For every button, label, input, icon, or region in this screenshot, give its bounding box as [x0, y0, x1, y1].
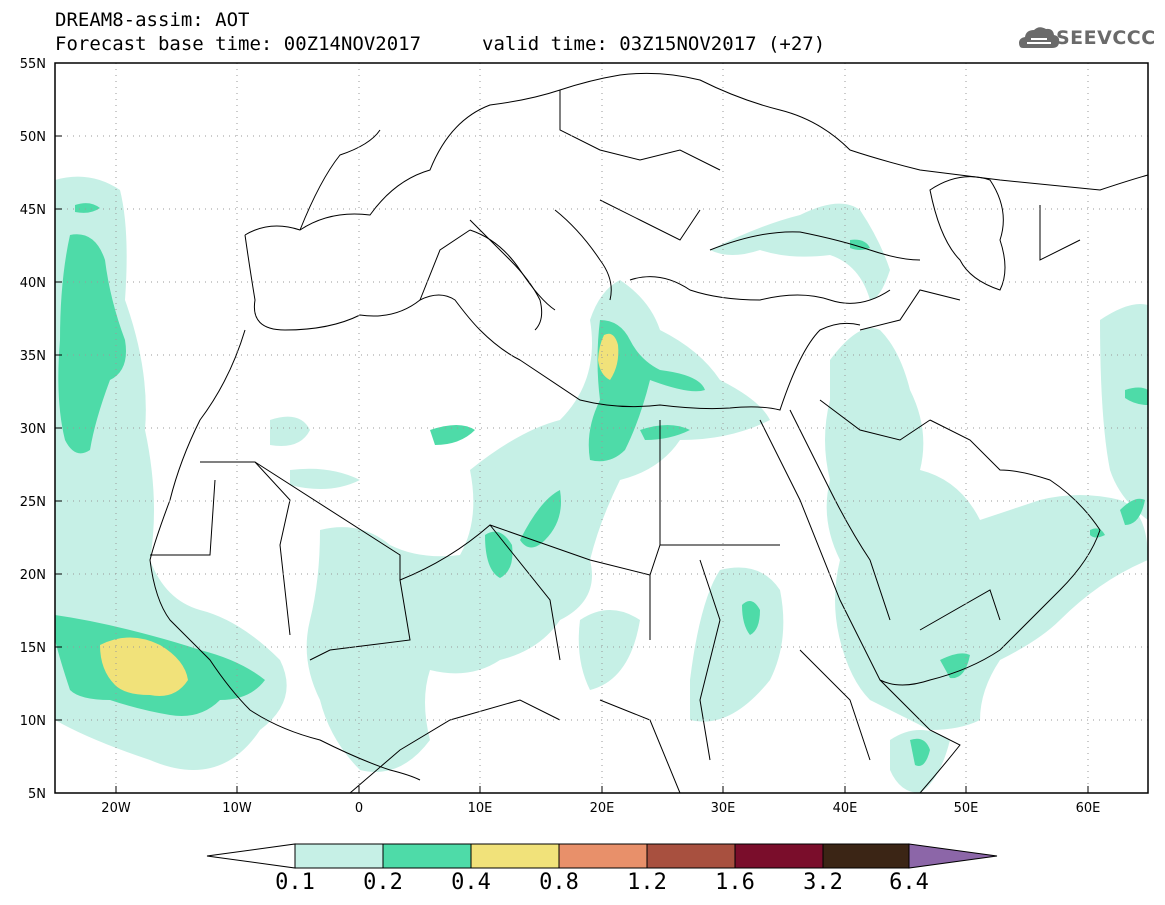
colorbar — [206, 843, 998, 869]
colorbar-label: 6.4 — [889, 870, 929, 895]
lat-label: 10N — [20, 714, 46, 729]
colorbar-label: 1.6 — [715, 870, 755, 895]
colorbar-swatch — [470, 843, 560, 869]
lon-label: 10E — [468, 801, 493, 816]
colorbar-label: 3.2 — [803, 870, 843, 895]
lat-label: 5N — [28, 787, 46, 802]
frame-ticks — [55, 62, 1089, 794]
lat-label: 50N — [20, 130, 46, 145]
lat-lon-grid — [55, 63, 1148, 793]
lat-label: 25N — [20, 495, 46, 510]
colorbar-swatch — [294, 843, 384, 869]
colorbar-label: 0.8 — [539, 870, 579, 895]
colorbar-label: 0.2 — [363, 870, 403, 895]
longitude-labels: 20W 10W 0 10E 20E 30E 40E 50E 60E — [101, 801, 1100, 816]
colorbar-swatch — [382, 843, 472, 869]
lon-label: 30E — [711, 801, 736, 816]
valid-time: valid time: 03Z15NOV2017 (+27) — [482, 33, 826, 55]
colorbar-swatch — [734, 843, 824, 869]
lat-label: 40N — [20, 276, 46, 291]
colorbar-label: 0.4 — [451, 870, 491, 895]
lon-label: 10W — [222, 801, 252, 816]
colorbar-label: 0.1 — [275, 870, 315, 895]
lon-label: 40E — [833, 801, 858, 816]
latitude-labels: 55N 50N 45N 40N 35N 30N 25N 20N 15N 10N … — [20, 57, 46, 802]
colorbar-swatch — [646, 843, 736, 869]
colorbar-swatch — [822, 843, 910, 869]
lat-label: 45N — [20, 203, 46, 218]
aot-contours — [55, 176, 1148, 793]
lon-label: 20E — [590, 801, 615, 816]
colorbar-label: 1.2 — [627, 870, 667, 895]
lat-label: 55N — [20, 57, 46, 72]
lat-label: 20N — [20, 568, 46, 583]
colorbar-high-arrow — [908, 843, 998, 869]
colorbar-low-arrow — [206, 843, 296, 869]
lon-label: 60E — [1076, 801, 1101, 816]
colorbar-swatch — [558, 843, 648, 869]
lat-label: 30N — [20, 422, 46, 437]
lon-label: 50E — [954, 801, 979, 816]
forecast-base-time: Forecast base time: 00Z14NOV2017 — [55, 33, 422, 55]
logo-text: SEEVCCC — [1056, 27, 1156, 49]
lat-label: 15N — [20, 641, 46, 656]
lon-label: 20W — [101, 801, 131, 816]
lat-label: 35N — [20, 349, 46, 364]
lon-label: 0 — [355, 801, 363, 816]
cloud-logo-icon — [1019, 27, 1060, 48]
title-line-1: DREAM8-assim: AOT — [55, 9, 250, 31]
coastlines-borders — [149, 72, 1148, 793]
